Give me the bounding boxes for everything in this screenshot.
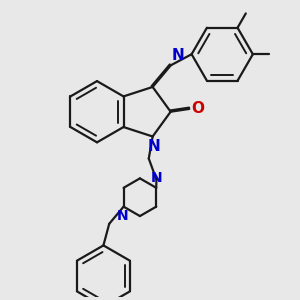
Text: N: N bbox=[147, 139, 160, 154]
Text: N: N bbox=[171, 48, 184, 63]
Text: N: N bbox=[151, 172, 163, 185]
Text: N: N bbox=[117, 209, 129, 223]
Text: O: O bbox=[192, 101, 205, 116]
